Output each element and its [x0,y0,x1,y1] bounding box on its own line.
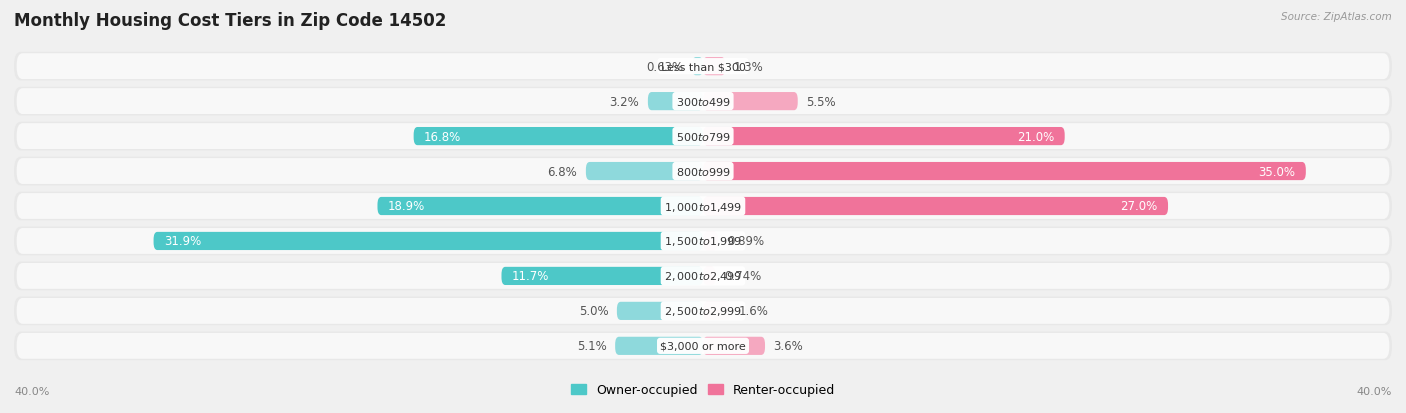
Text: $2,000 to $2,499: $2,000 to $2,499 [664,270,742,283]
FancyBboxPatch shape [14,332,1392,360]
FancyBboxPatch shape [703,128,1064,146]
Text: 0.74%: 0.74% [724,270,762,283]
FancyBboxPatch shape [692,58,703,76]
FancyBboxPatch shape [502,267,703,285]
Text: 5.5%: 5.5% [807,95,837,108]
Text: 35.0%: 35.0% [1258,165,1295,178]
Text: 1.6%: 1.6% [740,305,769,318]
Text: 21.0%: 21.0% [1017,130,1054,143]
Text: 6.8%: 6.8% [547,165,578,178]
FancyBboxPatch shape [703,197,1168,216]
FancyBboxPatch shape [14,157,1392,186]
Text: $800 to $999: $800 to $999 [675,166,731,178]
Text: $300 to $499: $300 to $499 [675,96,731,108]
Text: $2,500 to $2,999: $2,500 to $2,999 [664,305,742,318]
FancyBboxPatch shape [17,194,1389,219]
FancyBboxPatch shape [413,128,703,146]
Text: 40.0%: 40.0% [1357,387,1392,396]
FancyBboxPatch shape [616,337,703,355]
FancyBboxPatch shape [17,54,1389,80]
Text: 18.9%: 18.9% [388,200,425,213]
Text: Source: ZipAtlas.com: Source: ZipAtlas.com [1281,12,1392,22]
FancyBboxPatch shape [14,122,1392,151]
Text: 40.0%: 40.0% [14,387,49,396]
FancyBboxPatch shape [153,232,703,250]
FancyBboxPatch shape [17,228,1389,254]
Text: $1,500 to $1,999: $1,500 to $1,999 [664,235,742,248]
FancyBboxPatch shape [703,58,725,76]
Text: 1.3%: 1.3% [734,61,763,74]
FancyBboxPatch shape [14,192,1392,221]
FancyBboxPatch shape [703,267,716,285]
FancyBboxPatch shape [703,232,718,250]
Text: $1,000 to $1,499: $1,000 to $1,499 [664,200,742,213]
FancyBboxPatch shape [14,262,1392,291]
Text: 31.9%: 31.9% [165,235,201,248]
FancyBboxPatch shape [703,337,765,355]
FancyBboxPatch shape [17,298,1389,324]
Text: 3.6%: 3.6% [773,339,803,352]
Text: 11.7%: 11.7% [512,270,550,283]
FancyBboxPatch shape [17,89,1389,115]
Legend: Owner-occupied, Renter-occupied: Owner-occupied, Renter-occupied [567,378,839,401]
Text: 0.89%: 0.89% [727,235,763,248]
Text: 16.8%: 16.8% [425,130,461,143]
Text: $3,000 or more: $3,000 or more [661,341,745,351]
FancyBboxPatch shape [14,227,1392,256]
Text: 3.2%: 3.2% [610,95,640,108]
FancyBboxPatch shape [377,197,703,216]
FancyBboxPatch shape [703,302,731,320]
FancyBboxPatch shape [17,263,1389,289]
Text: 27.0%: 27.0% [1121,200,1157,213]
FancyBboxPatch shape [617,302,703,320]
FancyBboxPatch shape [17,159,1389,185]
FancyBboxPatch shape [703,93,797,111]
FancyBboxPatch shape [14,53,1392,81]
FancyBboxPatch shape [14,297,1392,325]
Text: $500 to $799: $500 to $799 [675,131,731,143]
FancyBboxPatch shape [17,333,1389,359]
FancyBboxPatch shape [17,124,1389,150]
FancyBboxPatch shape [648,93,703,111]
FancyBboxPatch shape [14,88,1392,116]
Text: 5.1%: 5.1% [576,339,606,352]
Text: Monthly Housing Cost Tiers in Zip Code 14502: Monthly Housing Cost Tiers in Zip Code 1… [14,12,447,30]
FancyBboxPatch shape [703,163,1306,181]
Text: 5.0%: 5.0% [579,305,609,318]
Text: 0.63%: 0.63% [647,61,683,74]
Text: Less than $300: Less than $300 [661,62,745,72]
FancyBboxPatch shape [586,163,703,181]
